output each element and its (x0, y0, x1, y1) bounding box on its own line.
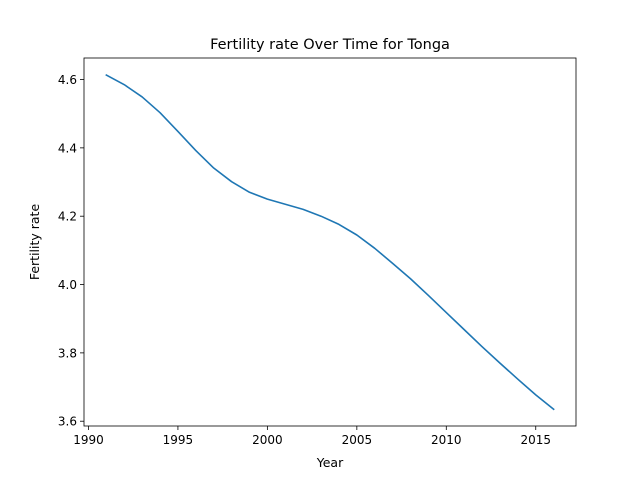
chart-title: Fertility rate Over Time for Tonga (210, 37, 450, 53)
y-tick-label: 4.6 (58, 73, 77, 87)
y-tick-label: 4.4 (58, 141, 77, 155)
y-tick-label: 3.8 (58, 346, 77, 360)
axes-frame (83, 57, 577, 427)
x-tick-label: 2010 (431, 433, 462, 447)
series-line-0 (105, 73, 555, 411)
x-tick-label: 2000 (252, 433, 283, 447)
x-tick-label: 1990 (73, 433, 104, 447)
x-tick-label: 2005 (342, 433, 373, 447)
plot-area: 1990 1995 2000 2005 2010 2015 3.6 3.8 4.0 4.2 4.4 4… (58, 57, 577, 447)
y-axis-label: Fertility rate (27, 204, 42, 281)
y-tick-label: 4.0 (58, 278, 77, 292)
y-tick-label: 4.2 (58, 210, 77, 224)
x-tick-label: 1995 (163, 433, 194, 447)
x-tick-label: 2015 (520, 433, 551, 447)
x-axis-label: Year (316, 455, 344, 470)
y-tick-label: 3.6 (58, 415, 77, 429)
